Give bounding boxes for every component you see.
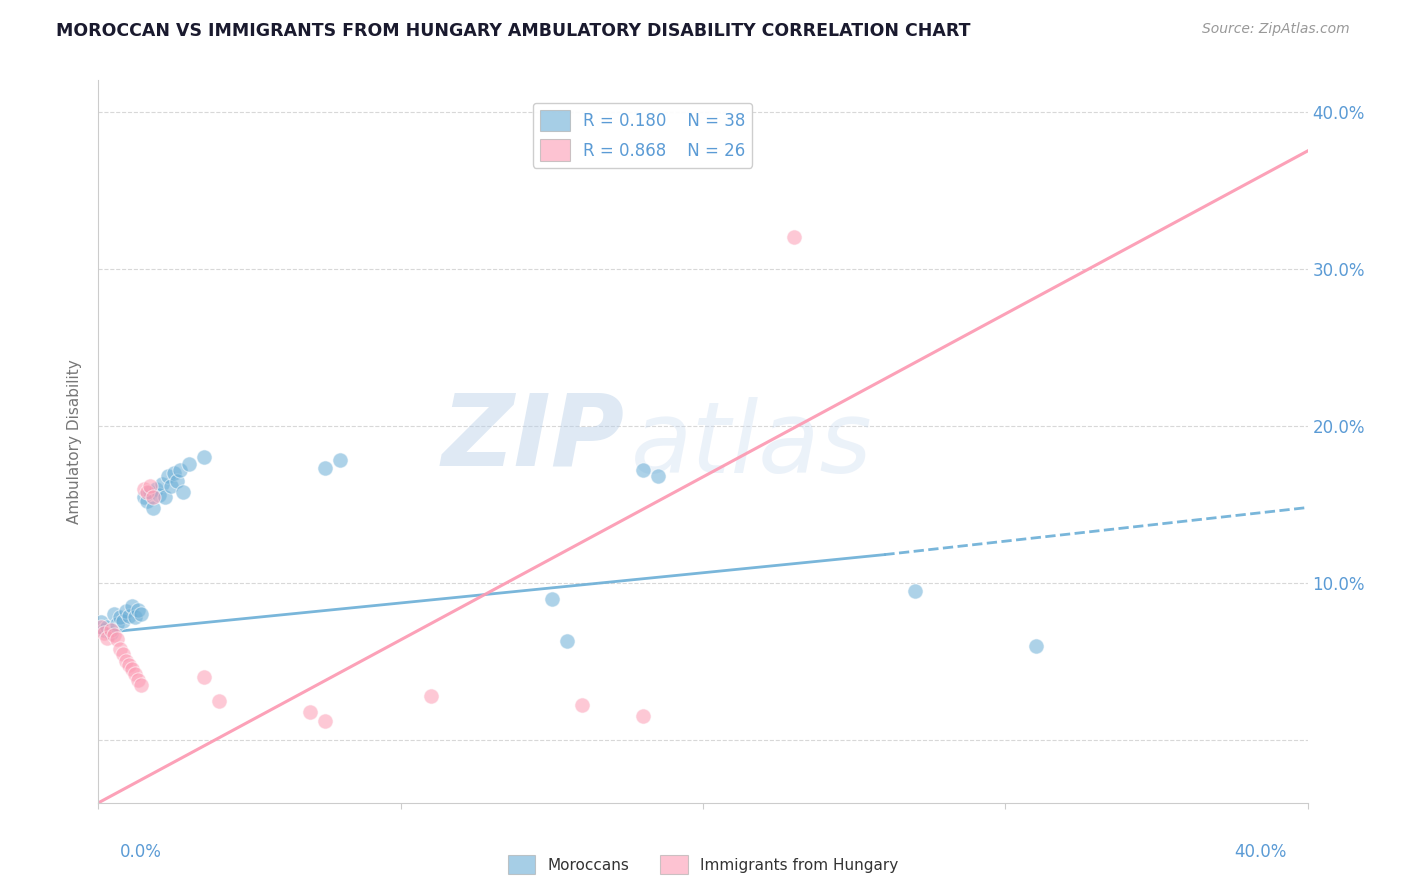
Point <box>193 450 215 465</box>
Point <box>118 657 141 672</box>
Point <box>96 620 118 634</box>
Point <box>114 604 136 618</box>
Point <box>1024 639 1046 653</box>
Point <box>647 469 669 483</box>
Point <box>179 457 201 471</box>
Point <box>160 478 183 492</box>
Point <box>114 655 136 669</box>
Point <box>100 623 122 637</box>
Point <box>118 608 141 623</box>
Text: ZIP: ZIP <box>441 390 624 486</box>
Point <box>129 607 152 622</box>
Point <box>96 631 118 645</box>
Point <box>193 670 215 684</box>
Point <box>156 469 179 483</box>
Point <box>111 647 134 661</box>
Text: 40.0%: 40.0% <box>1234 843 1286 861</box>
Point <box>127 673 149 688</box>
Point <box>132 490 155 504</box>
Point <box>121 662 143 676</box>
Point <box>631 463 654 477</box>
Text: atlas: atlas <box>630 397 872 493</box>
Point <box>299 705 322 719</box>
Point <box>108 610 131 624</box>
Legend: Moroccans, Immigrants from Hungary: Moroccans, Immigrants from Hungary <box>502 849 904 880</box>
Point <box>103 607 125 622</box>
Point <box>139 484 162 499</box>
Point <box>329 453 352 467</box>
Point <box>153 490 176 504</box>
Point <box>124 610 146 624</box>
Point <box>208 694 231 708</box>
Point <box>103 628 125 642</box>
Point <box>124 667 146 681</box>
Point <box>132 482 155 496</box>
Point <box>105 632 128 647</box>
Point <box>121 599 143 614</box>
Point <box>555 634 578 648</box>
Point <box>90 615 112 630</box>
Point <box>783 230 806 244</box>
Point <box>108 641 131 656</box>
Point <box>93 623 115 637</box>
Point <box>148 488 170 502</box>
Point <box>172 484 194 499</box>
Y-axis label: Ambulatory Disability: Ambulatory Disability <box>67 359 83 524</box>
Point <box>127 602 149 616</box>
Point <box>135 494 157 508</box>
Point <box>150 477 173 491</box>
Text: MOROCCAN VS IMMIGRANTS FROM HUNGARY AMBULATORY DISABILITY CORRELATION CHART: MOROCCAN VS IMMIGRANTS FROM HUNGARY AMBU… <box>56 22 970 40</box>
Point <box>135 484 157 499</box>
Point <box>100 626 122 640</box>
Point <box>142 490 165 504</box>
Point <box>105 616 128 631</box>
Point <box>314 461 336 475</box>
Point <box>145 482 167 496</box>
Point <box>139 478 162 492</box>
Legend: R = 0.180    N = 38, R = 0.868    N = 26: R = 0.180 N = 38, R = 0.868 N = 26 <box>533 103 752 168</box>
Point <box>314 714 336 728</box>
Point <box>904 583 927 598</box>
Point <box>571 698 593 713</box>
Point <box>90 620 112 634</box>
Point <box>166 474 188 488</box>
Point <box>631 709 654 723</box>
Text: Source: ZipAtlas.com: Source: ZipAtlas.com <box>1202 22 1350 37</box>
Point <box>169 463 191 477</box>
Point <box>163 466 186 480</box>
Point <box>93 626 115 640</box>
Point <box>420 689 443 703</box>
Point <box>129 678 152 692</box>
Text: 0.0%: 0.0% <box>120 843 162 861</box>
Point <box>540 591 562 606</box>
Point <box>142 500 165 515</box>
Point <box>111 614 134 628</box>
